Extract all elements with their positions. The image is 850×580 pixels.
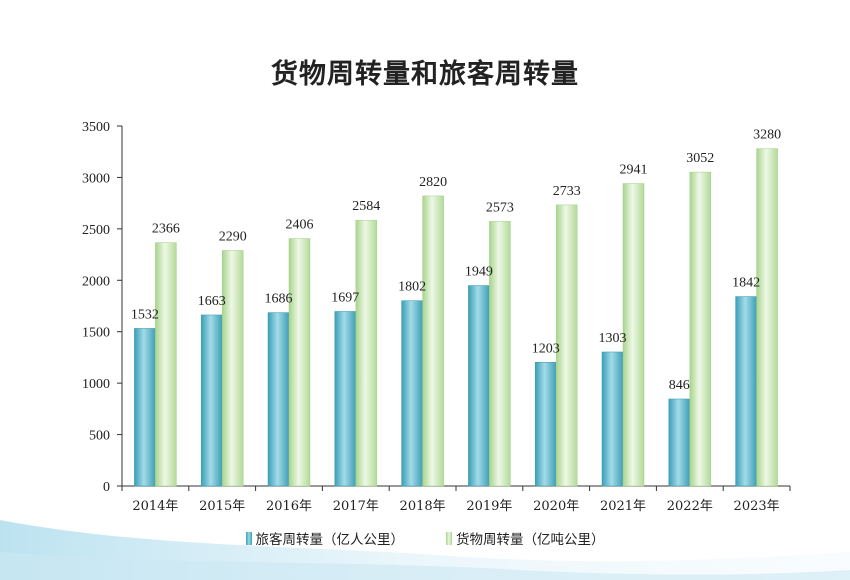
data-label-passenger: 1697 bbox=[331, 290, 359, 305]
data-label-passenger: 1842 bbox=[732, 276, 760, 291]
bar-passenger bbox=[668, 398, 691, 487]
bar-freight bbox=[622, 183, 645, 487]
chart-title: 货物周转量和旅客周转量 bbox=[271, 59, 579, 90]
data-label-freight: 3280 bbox=[753, 128, 781, 143]
data-label-freight: 3052 bbox=[686, 151, 714, 166]
legend-item-freight: 货物周转量（亿吨公里） bbox=[446, 528, 605, 548]
bar-freight bbox=[489, 221, 511, 487]
bar-passenger bbox=[735, 296, 757, 487]
bar-passenger bbox=[334, 311, 357, 487]
data-label-passenger: 1203 bbox=[532, 341, 560, 356]
x-tick-label: 2014年 bbox=[132, 499, 178, 514]
x-tick-label: 2017年 bbox=[333, 499, 379, 514]
bar-passenger bbox=[601, 351, 624, 487]
bar-freight bbox=[221, 250, 244, 487]
legend-swatch-passenger bbox=[245, 531, 252, 545]
x-tick-label: 2018年 bbox=[400, 499, 446, 514]
x-tick-label: 2015年 bbox=[199, 499, 245, 514]
legend-label-freight: 货物周转量（亿吨公里） bbox=[456, 532, 605, 548]
legend: 旅客周转量（亿人公里） 货物周转量（亿吨公里） bbox=[0, 528, 850, 548]
data-label-passenger: 1303 bbox=[599, 331, 627, 346]
bars bbox=[134, 148, 778, 487]
data-label-freight: 2366 bbox=[152, 222, 180, 237]
x-tick-label: 2016年 bbox=[266, 499, 312, 514]
data-label-passenger: 1802 bbox=[398, 280, 426, 295]
data-label-freight: 2820 bbox=[419, 175, 447, 190]
data-label-freight: 2290 bbox=[219, 229, 247, 244]
bar-passenger bbox=[200, 314, 223, 487]
bar-freight bbox=[355, 219, 378, 487]
data-label-passenger: 1686 bbox=[265, 292, 293, 307]
x-tick-label: 2021年 bbox=[600, 499, 646, 514]
bar-freight bbox=[756, 148, 778, 487]
bar-passenger bbox=[267, 312, 290, 487]
y-tick-label: 3000 bbox=[82, 171, 110, 186]
data-label-freight: 2941 bbox=[620, 162, 648, 177]
data-label-passenger: 1532 bbox=[131, 307, 159, 322]
y-tick-label: 0 bbox=[103, 480, 110, 495]
legend-swatch-freight bbox=[446, 531, 452, 545]
y-tick-label: 500 bbox=[89, 429, 110, 444]
y-tick-label: 2000 bbox=[82, 274, 110, 289]
bar-passenger bbox=[134, 328, 156, 487]
data-label-passenger: 1949 bbox=[465, 265, 493, 280]
data-label-passenger: 1663 bbox=[198, 294, 226, 309]
bar-freight bbox=[555, 204, 578, 487]
data-label-freight: 2584 bbox=[352, 199, 380, 214]
x-tick-label: 2020年 bbox=[533, 499, 579, 514]
bar-freight bbox=[689, 171, 712, 487]
bar-freight bbox=[155, 242, 177, 487]
x-tick-label: 2023年 bbox=[734, 499, 780, 514]
data-label-freight: 2733 bbox=[553, 184, 581, 199]
bar-freight bbox=[422, 195, 444, 487]
bar-passenger bbox=[401, 300, 423, 487]
axes: 0 500 1000 1500 2000 2500 3000 3500 2014年 2015年 20… bbox=[82, 120, 791, 514]
y-tick-label: 2500 bbox=[82, 223, 110, 238]
y-tick-label: 1000 bbox=[82, 377, 110, 392]
bar-passenger bbox=[468, 285, 490, 487]
bar-passenger bbox=[534, 362, 557, 487]
data-label-freight: 2573 bbox=[486, 200, 514, 215]
labels: 1532 1663 1686 1697 1802 1949 1203 1303 846 1842 2… bbox=[131, 128, 781, 393]
legend-item-passenger: 旅客周转量（亿人公里） bbox=[245, 528, 405, 548]
data-label-freight: 2406 bbox=[286, 218, 314, 233]
x-tick-label: 2019年 bbox=[466, 499, 512, 514]
legend-label-passenger: 旅客周转量（亿人公里） bbox=[255, 532, 405, 548]
bar-freight bbox=[288, 238, 311, 487]
x-tick-label: 2022年 bbox=[667, 499, 713, 514]
y-tick-label: 3500 bbox=[82, 120, 110, 135]
y-tick-label: 1500 bbox=[82, 326, 110, 341]
data-label-passenger: 846 bbox=[669, 378, 690, 393]
